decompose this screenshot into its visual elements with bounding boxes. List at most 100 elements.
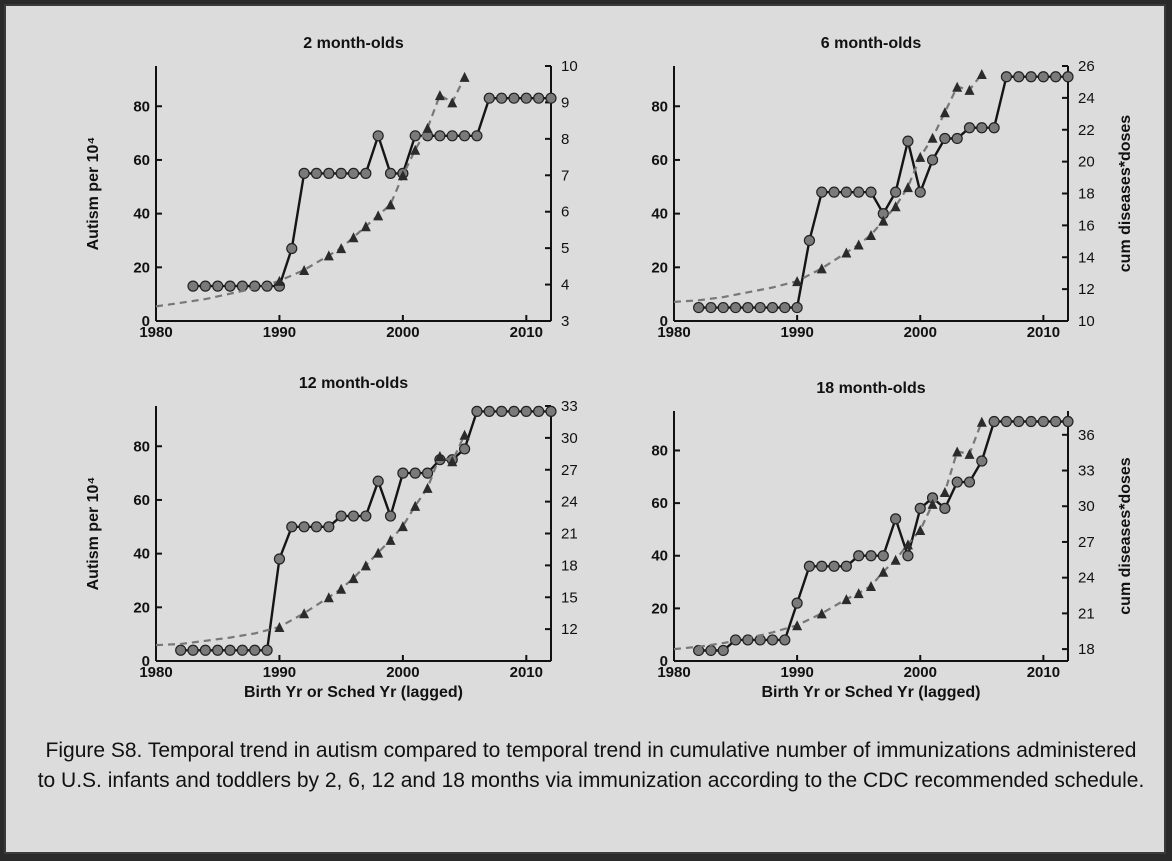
y2-tick-label: 33	[1078, 463, 1095, 480]
doses-point	[336, 243, 347, 254]
autism-point	[963, 122, 976, 134]
x-tick-label: 1980	[657, 664, 690, 681]
autism-point	[1062, 71, 1074, 83]
autism-point	[754, 301, 766, 314]
doses-point	[274, 275, 285, 286]
y2-tick-label: 8	[561, 131, 569, 148]
autism-point	[951, 132, 963, 145]
autism-point	[212, 644, 224, 656]
autism-point	[347, 510, 360, 522]
autism-point	[803, 560, 816, 572]
y-tick-label: 80	[133, 438, 150, 455]
y2-tick-label: 27	[561, 462, 578, 479]
chart-title: 18 month-olds	[816, 380, 925, 397]
autism-point	[471, 130, 483, 142]
y2-tick-label: 18	[1078, 186, 1095, 203]
autism-point	[766, 301, 779, 314]
x-tick-label: 1990	[780, 324, 813, 341]
doses-point	[336, 583, 347, 594]
doses-point	[385, 199, 396, 210]
autism-point	[1000, 415, 1013, 428]
y2-tick-label: 26	[1078, 58, 1095, 75]
x-tick-label: 1980	[657, 324, 690, 341]
autism-point	[705, 301, 717, 314]
autism-point	[397, 467, 409, 479]
y2-tick-label: 9	[561, 94, 569, 111]
doses-point	[348, 573, 359, 584]
doses-point	[853, 239, 864, 250]
y2-tick-label: 24	[1078, 570, 1095, 587]
doses-point	[792, 276, 803, 287]
y2-tick-label: 12	[1078, 281, 1095, 298]
doses-point	[410, 500, 421, 511]
autism-point	[236, 644, 249, 656]
doses-point	[952, 446, 963, 457]
doses-point	[816, 608, 827, 619]
doses-point	[878, 566, 889, 577]
y-tick-label: 60	[133, 152, 150, 169]
y2-tick-label: 22	[1078, 122, 1095, 139]
autism-point	[298, 167, 310, 179]
autism-point	[310, 167, 323, 179]
doses-point	[410, 144, 421, 155]
autism-point	[840, 560, 852, 572]
y2-axis-label: cum diseases*doses	[1117, 115, 1134, 273]
doses-point	[964, 84, 975, 95]
autism-point	[520, 92, 532, 104]
doses-point	[434, 90, 445, 101]
doses-point	[841, 594, 852, 605]
autism-point	[545, 92, 557, 104]
figure-panel: 2 month-olds 1980 1990 2000 2010 0 20 40 60 80 3 4 5…	[4, 4, 1166, 854]
autism-point	[458, 443, 471, 455]
autism-point	[434, 130, 446, 142]
y2-tick-label: 33	[561, 398, 578, 415]
doses-point	[385, 534, 396, 545]
autism-point	[199, 280, 211, 292]
autism-point	[212, 280, 224, 292]
autism-point	[261, 644, 273, 656]
autism-point	[914, 186, 926, 198]
chart-4: 18 month-olds 1980 1990 2000 2010 0 20 40 60 80 18…	[651, 380, 1134, 701]
autism-point	[902, 550, 914, 562]
doses-point	[915, 151, 926, 162]
y-tick-label: 80	[651, 442, 668, 459]
doses-line	[155, 76, 466, 308]
y-tick-label: 40	[133, 546, 150, 563]
autism-point	[1050, 415, 1062, 428]
x-tick-label: 2000	[904, 664, 937, 681]
autism-point	[335, 167, 347, 179]
y2-tick-label: 15	[561, 589, 578, 606]
autism-point	[951, 476, 963, 488]
doses-point	[299, 265, 310, 275]
y-tick-label: 60	[651, 152, 668, 169]
autism-point	[360, 167, 372, 179]
autism-point	[533, 92, 545, 104]
autism-point	[803, 234, 816, 247]
autism-point	[791, 301, 803, 314]
autism-point	[1037, 71, 1049, 83]
y-tick-label: 20	[651, 600, 668, 617]
doses-point	[459, 71, 470, 82]
autism-point	[828, 560, 840, 572]
y2-tick-label: 27	[1078, 534, 1095, 551]
autism-point	[976, 122, 988, 134]
y2-tick-label: 30	[1078, 498, 1095, 515]
y2-tick-label: 36	[1078, 427, 1095, 444]
autism-point	[372, 475, 384, 487]
doses-point	[373, 210, 384, 221]
doses-point	[373, 547, 384, 558]
figure-caption: Figure S8. Temporal trend in autism comp…	[37, 739, 1145, 792]
autism-point	[963, 476, 976, 488]
autism-point	[335, 510, 347, 522]
y2-tick-label: 20	[1078, 154, 1095, 171]
y2-tick-label: 7	[561, 167, 569, 184]
y2-tick-label: 21	[561, 526, 578, 543]
autism-point	[310, 521, 323, 533]
autism-point	[249, 644, 261, 656]
x-axis-label: Birth Yr or Sched Yr (lagged)	[761, 684, 980, 701]
y2-tick-label: 6	[561, 204, 569, 221]
y-axis-label: Autism per 10⁴	[85, 477, 102, 591]
doses-point	[890, 554, 901, 565]
doses-point	[866, 229, 876, 240]
